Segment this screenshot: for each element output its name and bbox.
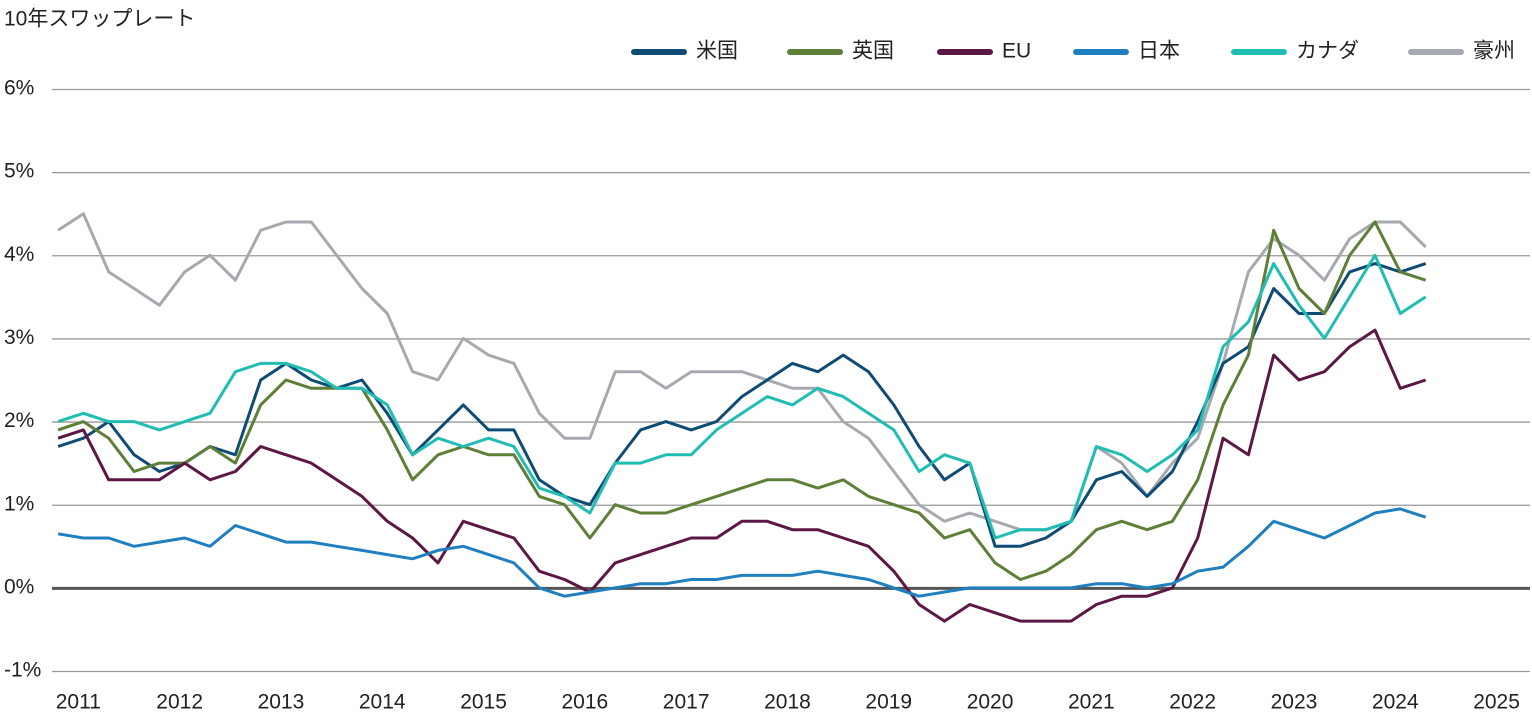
y-tick-label: 0% (4, 575, 34, 598)
legend-label: EU (1002, 40, 1031, 63)
legend-label: 豪州 (1473, 40, 1515, 63)
series-line (57, 262, 1427, 548)
series-line (57, 212, 1427, 532)
x-tick-label: 2018 (764, 691, 811, 714)
x-tick-label: 2012 (156, 691, 203, 714)
x-tick-label: 2021 (1068, 691, 1115, 714)
y-tick-label: 1% (4, 492, 34, 515)
series-line (57, 220, 1427, 581)
y-tick-label: 3% (4, 326, 34, 349)
x-tick-label: 2014 (359, 691, 406, 714)
y-tick-label: 5% (4, 160, 34, 183)
series-line (57, 253, 1427, 540)
chart-title: 10年スワップレート (4, 8, 195, 31)
x-tick-label: 2022 (1169, 691, 1216, 714)
series-line (57, 328, 1427, 623)
legend-label: 日本 (1138, 40, 1180, 63)
x-tick-label: 2017 (663, 691, 710, 714)
y-tick-label: 4% (4, 243, 34, 266)
legend-label: カナダ (1296, 40, 1359, 63)
y-tick-label: -1% (4, 659, 41, 682)
legend-label: 米国 (696, 40, 738, 63)
y-tick-label: 2% (4, 409, 34, 432)
x-tick-label: 2019 (865, 691, 912, 714)
x-tick-label: 2025 (1473, 691, 1520, 714)
x-tick-label: 2011 (56, 691, 101, 714)
x-tick-label: 2013 (258, 691, 305, 714)
y-tick-label: 6% (4, 77, 34, 100)
series-line (57, 507, 1427, 598)
x-tick-label: 2015 (460, 691, 507, 714)
x-tick-label: 2016 (561, 691, 608, 714)
x-tick-label: 2024 (1372, 691, 1419, 714)
x-tick-label: 2023 (1271, 691, 1318, 714)
x-tick-label: 2020 (967, 691, 1014, 714)
legend-label: 英国 (852, 40, 894, 63)
